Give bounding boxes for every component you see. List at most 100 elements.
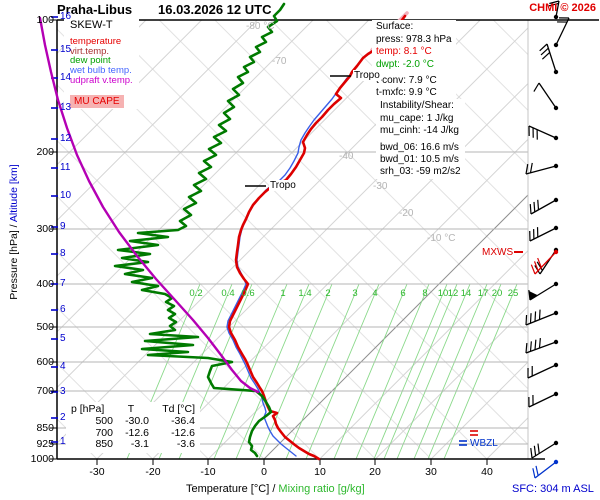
instability-values: mu_cape: 1 J/kg mu_cinh: -14 J/kg bwd_06: …: [380, 113, 461, 178]
isotherm-label: -20: [399, 208, 414, 219]
info-line-0: mu_cape: 1 J/kg: [380, 113, 454, 125]
altitude-tick-3: 3: [60, 386, 66, 397]
instability-info-box: Instability/Shear: mu_cape: 1 J/kg mu_cin…: [376, 99, 465, 180]
pressure-axis-label: Pressure [hPa]: [8, 230, 20, 300]
surface-values: press: 978.3 hPa temp: 8.1 °C dwpt: -2.0 °…: [376, 34, 452, 99]
legend-item-2: dew point: [70, 55, 111, 67]
altitude-tick-14: 14: [60, 72, 72, 83]
isotherm-label: -10 °C: [427, 233, 456, 244]
temp-tick--30: -30: [89, 466, 105, 478]
max-wind-label: MXWS: [482, 247, 514, 258]
table-cell: 700: [95, 426, 113, 439]
pressure-tick-1000: 1000: [30, 452, 54, 465]
tropopause-1-label: Tropo: [353, 70, 381, 81]
altitude-tick-2: 2: [60, 412, 66, 423]
wind-barb: [530, 440, 559, 459]
table-header: p [hPa]: [71, 403, 105, 415]
legend: SKEW-T temperature virt.temp. dew point wet…: [64, 17, 139, 109]
altitude-tick-1: 1: [60, 436, 66, 447]
pressure-tick-100: 100: [36, 13, 54, 26]
altitude-tick-11: 11: [60, 162, 71, 173]
x-axis-title: Temperature [°C] / Mixing ratio [g/kg]: [186, 483, 365, 495]
wind-barb: [525, 338, 559, 354]
pressure-tick-400: 400: [36, 277, 54, 290]
mixing-ratio-label-12: 12: [447, 288, 459, 299]
mixing-ratio-label-8: 8: [422, 288, 428, 299]
altitude-tick-7: 7: [60, 278, 66, 289]
mu-cape-badge: MU CAPE: [70, 94, 124, 108]
station-name: Praha-Libus: [57, 2, 133, 17]
levels-table-box: p [hPa] T Td [°C] 500 -30.0 -36.4 700 -12.6 -12.…: [66, 402, 200, 454]
wind-barb: [529, 225, 559, 242]
mixing-ratio-label-17: 17: [477, 288, 489, 299]
wind-barb: [528, 125, 559, 141]
table-header: T: [127, 403, 135, 415]
table-cell: -3.1: [130, 438, 149, 451]
altitude-tick-4: 4: [60, 361, 66, 372]
altitude-tick-6: 6: [60, 304, 66, 315]
wind-barb: [530, 249, 559, 275]
table-cell: -12.6: [171, 426, 195, 439]
info-line-4: srh_03: -59 m2/s2: [380, 166, 461, 178]
mixing-ratio-label-4: 4: [372, 288, 378, 299]
table-cell: -30.0: [125, 414, 149, 427]
instability-title: Instability/Shear:: [380, 100, 454, 111]
legend-item-3: wet bulb temp.: [70, 65, 132, 77]
wind-barb: [528, 281, 559, 301]
wind-barb: [525, 309, 559, 326]
legend-items: temperature virt.temp. dew point wet bulb t…: [70, 37, 133, 86]
pressure-tick-600: 600: [36, 355, 54, 368]
temp-tick-40: 40: [481, 466, 493, 478]
tropopause-2-label: Tropo: [269, 180, 297, 191]
altitude-tick-10: 10: [60, 190, 72, 201]
isotherm-label: -80 °C: [246, 21, 275, 32]
legend-item-4: udpraft v.temp.: [70, 74, 133, 86]
wind-barb: [528, 391, 559, 408]
sounding-datetime: 16.03.2026 12 UTC: [158, 2, 272, 17]
mixing-ratio-label-10: 10: [437, 288, 449, 299]
info-line-1: mu_cinh: -14 J/kg: [380, 125, 459, 137]
temp-tick-20: 20: [369, 466, 381, 478]
table-cell: -36.4: [171, 414, 195, 427]
mixing-ratio-label-14: 14: [460, 288, 472, 299]
temp-tick-10: 10: [314, 466, 326, 478]
mixing-ratio-label-0.4: 0.4: [221, 288, 235, 299]
isotherm-label: -30: [373, 181, 388, 192]
legend-item-0: temperature: [70, 36, 122, 47]
wind-barb: [527, 362, 559, 379]
wind-barb: [539, 43, 559, 75]
isotherm-label: -70: [272, 56, 287, 67]
y-axis-title: Pressure [hPa] / Altitude [km]: [8, 164, 20, 300]
isotherm-label: -40: [339, 151, 354, 162]
table-cell: 850: [95, 438, 113, 451]
pressure-tick-925: 925: [36, 437, 54, 450]
mixing-ratio-axis-label: Mixing ratio [g/kg]: [275, 483, 365, 495]
altitude-tick-15: 15: [60, 44, 72, 55]
wind-barb: [548, 0, 560, 20]
mixing-ratio-label-0.6: 0.6: [241, 288, 255, 299]
mixing-ratio-label-6: 6: [400, 288, 406, 299]
surface-title: Surface:: [376, 21, 414, 32]
wind-barb: [532, 459, 559, 479]
altitude-tick-16: 16: [60, 11, 72, 22]
altitude-tick-12: 12: [60, 133, 72, 144]
table-cell: 500: [95, 414, 113, 427]
table-header: Td [°C]: [162, 403, 195, 415]
mixing-ratio-label-3: 3: [352, 288, 358, 299]
info-line-2: dwpt: -2.0 °C: [376, 58, 434, 70]
table-cell: -12.6: [125, 426, 149, 439]
temp-tick--20: -20: [145, 466, 161, 478]
temp-tick--10: -10: [200, 466, 216, 478]
info-line-4: t-mxfc: 9.9 °C: [376, 87, 437, 99]
altitude-tick-8: 8: [60, 248, 66, 259]
temp-tick-0: 0: [261, 466, 267, 478]
pressure-tick-700: 700: [36, 384, 54, 397]
temperature-axis-label: Temperature [°C] /: [186, 483, 276, 495]
wet-bulb-zero-label: WBZL: [470, 438, 498, 449]
wind-barb: [525, 162, 559, 175]
levels-table: p [hPa] T Td [°C] 500 -30.0 -36.4 700 -12.6 -12.…: [71, 403, 195, 451]
mixing-ratio-label-25: 25: [507, 288, 519, 299]
temp-tick-30: 30: [425, 466, 437, 478]
